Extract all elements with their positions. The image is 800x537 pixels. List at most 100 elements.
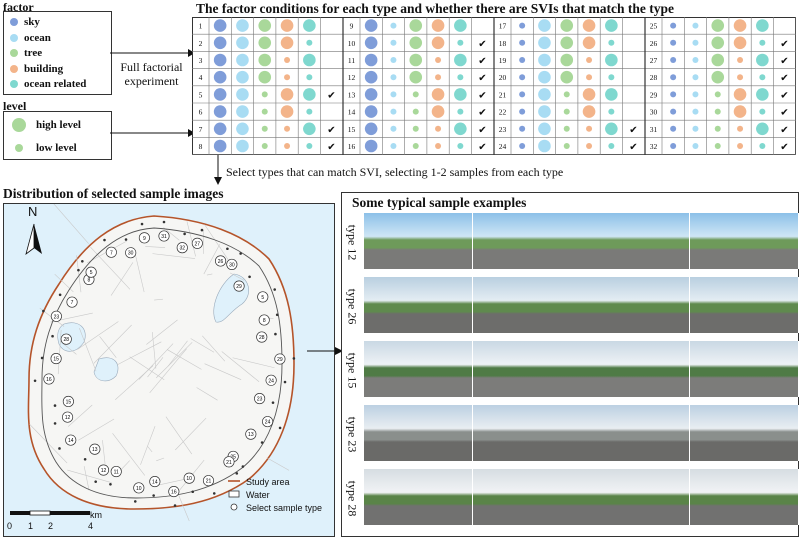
sample-marker[interactable]: [65, 434, 77, 446]
legend-arrows: [110, 49, 195, 137]
street-view-image: [364, 469, 473, 525]
high-level-label: high level: [36, 119, 81, 131]
sample-marker[interactable]: [125, 247, 137, 259]
sample-marker[interactable]: [265, 374, 277, 386]
sample-marker[interactable]: [257, 291, 269, 303]
svi-check: ✔: [780, 142, 788, 153]
factor-level-dot: [412, 108, 419, 115]
sample-marker[interactable]: [183, 472, 195, 484]
sample-marker[interactable]: [256, 331, 268, 343]
sample-marker[interactable]: [158, 230, 170, 242]
sample-marker[interactable]: [89, 443, 101, 455]
map-panel: 31 32 27 26 30 29 5 8 28 29 24 23 24 13 25 21 21 10 16 14 10…: [3, 203, 335, 537]
legend-factor-ocean: ocean: [10, 32, 51, 44]
factor-level-dot: [756, 53, 769, 67]
street-view-image: [581, 405, 690, 461]
sample-marker[interactable]: [262, 416, 274, 428]
sample-marker[interactable]: [50, 353, 62, 365]
factor-level-dot: [454, 88, 467, 101]
sample-marker[interactable]: [133, 482, 145, 494]
island-land: [27, 215, 295, 510]
factor-level-dot: [412, 125, 419, 132]
factor-level-dot: [582, 36, 596, 50]
type-number: 6: [199, 108, 203, 117]
sample-marker[interactable]: [233, 280, 245, 292]
factor-level-dot: [538, 122, 551, 136]
type-number: 22: [499, 108, 507, 117]
factor-level-dot: [303, 53, 316, 67]
sample-marker[interactable]: [149, 476, 161, 488]
factor-level-dot: [261, 143, 268, 149]
sample-marker-label: 30: [229, 262, 235, 268]
factor-level-dot: [303, 19, 316, 32]
type-number: 10: [348, 39, 356, 48]
sample-marker[interactable]: [168, 485, 180, 498]
factor-level-dot: [390, 22, 397, 29]
factor-level-dot: [213, 88, 227, 101]
sample-marker[interactable]: [85, 266, 97, 278]
sample-marker[interactable]: [226, 258, 238, 270]
svi-check: ✔: [327, 142, 335, 153]
sample-marker-label: 32: [179, 246, 185, 252]
svi-check: ✔: [478, 90, 486, 101]
sample-marker[interactable]: [191, 237, 203, 249]
factor-level-dot: [692, 57, 699, 63]
legend-high-level: high level: [12, 118, 81, 132]
factor-level-dot: [306, 39, 313, 46]
sample-marker[interactable]: [62, 395, 74, 408]
factor-level-dot: [280, 105, 294, 118]
factor-level-dot: [756, 88, 769, 101]
factor-level-dot: [608, 74, 615, 81]
sample-marker[interactable]: [258, 314, 270, 326]
factor-level-dot: [364, 122, 378, 136]
factor-level-dot: [390, 125, 397, 132]
factor-level-dot: [538, 88, 551, 101]
factor-level-dot: [431, 88, 445, 101]
sample-marker[interactable]: [105, 246, 117, 258]
sample-marker[interactable]: [223, 456, 235, 468]
sample-marker[interactable]: [43, 373, 55, 385]
factor-level-dot: [390, 91, 397, 98]
type-number: 5: [199, 90, 203, 99]
sample-marker[interactable]: [245, 428, 257, 440]
samples-title: Some typical sample examples: [352, 195, 527, 210]
factor-level-dot: [261, 91, 268, 98]
sample-marker[interactable]: [50, 310, 62, 322]
sample-marker-label: 12: [101, 468, 107, 474]
factor-level-dot: [258, 70, 272, 84]
factor-level-dot: [258, 19, 272, 32]
factor-level-dot: [236, 53, 249, 67]
sample-marker[interactable]: [60, 333, 72, 345]
factor-level-dot: [692, 125, 699, 132]
sample-marker[interactable]: [274, 353, 286, 365]
sample-marker-label: 16: [171, 490, 177, 496]
factor-label: building: [24, 62, 64, 75]
factor-level-dot: [670, 39, 677, 46]
sample-marker-label: 24: [268, 378, 274, 384]
factor-level-dot: [737, 57, 744, 63]
street-view-image: [689, 469, 799, 525]
sample-marker-label: 14: [68, 438, 74, 444]
factor-level-dot: [457, 74, 464, 81]
sample-marker[interactable]: [138, 232, 150, 244]
sample-marker[interactable]: [202, 475, 215, 487]
factor-level-dot: [519, 74, 526, 81]
legend-study-area: Study area: [246, 477, 290, 487]
factor-level-dot: [431, 105, 445, 118]
sample-marker-label: 29: [277, 357, 283, 363]
sample-marker[interactable]: [254, 393, 266, 405]
factor-level-dot: [390, 57, 397, 63]
sample-marker[interactable]: [215, 255, 227, 267]
factor-level-dot: [303, 122, 316, 136]
type-number: 3: [199, 56, 203, 65]
sample-marker[interactable]: [110, 465, 122, 478]
sample-marker[interactable]: [66, 296, 78, 308]
sample-marker-label: 15: [53, 357, 59, 363]
sample-marker[interactable]: [176, 242, 188, 254]
sample-marker[interactable]: [97, 464, 110, 476]
svi-check: ✔: [478, 142, 486, 153]
sample-type-label: type 28: [345, 480, 360, 516]
factor-level-dot: [306, 74, 313, 81]
sample-marker[interactable]: [62, 411, 74, 423]
factor-level-dot: [431, 36, 445, 50]
